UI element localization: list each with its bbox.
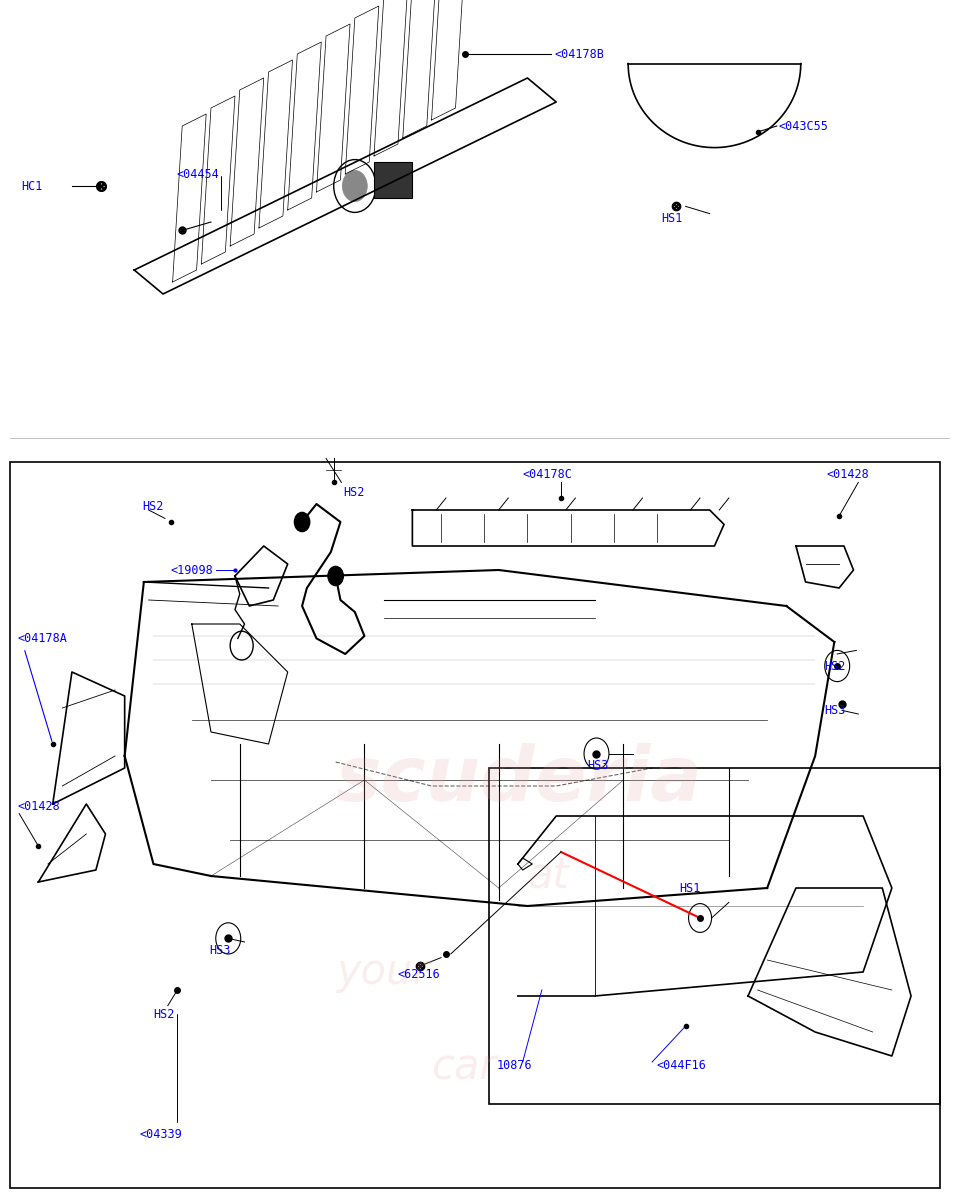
Text: HS2: HS2 (142, 500, 163, 512)
Text: <04178C: <04178C (523, 468, 573, 480)
Text: HS2: HS2 (153, 1008, 175, 1020)
Text: HS3: HS3 (825, 704, 846, 716)
Text: <04454: <04454 (176, 168, 220, 180)
Text: <043C55: <043C55 (779, 120, 829, 132)
Circle shape (342, 170, 367, 202)
Text: HS3: HS3 (209, 944, 230, 956)
Text: HS2: HS2 (825, 660, 846, 672)
Text: HC1: HC1 (21, 180, 42, 192)
Text: HS1: HS1 (662, 212, 683, 224)
Text: HS1: HS1 (679, 882, 700, 894)
Circle shape (328, 566, 343, 586)
Text: <19098: <19098 (171, 564, 214, 576)
Text: 10876: 10876 (497, 1060, 532, 1072)
Text: <04178B: <04178B (554, 48, 604, 60)
Text: <04339: <04339 (139, 1128, 182, 1140)
Bar (489, 768, 940, 1104)
Text: car: car (432, 1046, 497, 1090)
Text: HS2: HS2 (343, 486, 364, 498)
Circle shape (294, 512, 310, 532)
Text: your: your (336, 950, 430, 994)
Text: <01428: <01428 (827, 468, 870, 480)
Text: <01428: <01428 (17, 800, 60, 812)
Bar (10, 462, 940, 1188)
Text: at: at (527, 854, 570, 898)
Text: <044F16: <044F16 (657, 1060, 707, 1072)
Text: <62516: <62516 (398, 968, 441, 980)
Text: HS3: HS3 (587, 760, 608, 772)
Bar (374, 162, 412, 198)
Text: <04178A: <04178A (17, 632, 67, 644)
Text: scuderia: scuderia (336, 743, 702, 817)
